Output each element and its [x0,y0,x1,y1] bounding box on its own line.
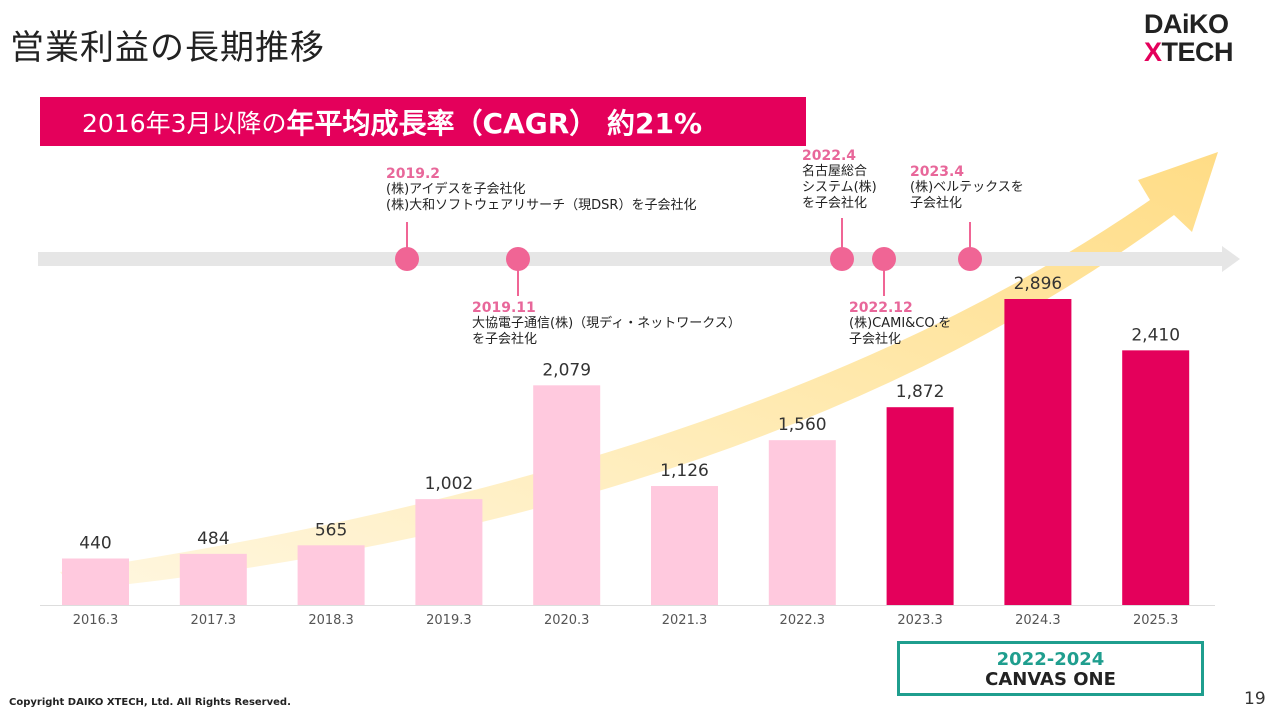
event-description: 大協電子通信(株)（現ディ・ネットワークス） [472,316,741,331]
event-date: 2019.2 [386,166,441,182]
bar-value-label: 1,872 [896,382,945,402]
event-description: 名古屋総合 [802,164,868,179]
event-dot [872,247,896,271]
event-annotation: 2019.2 (株)アイデスを子会社化 (株)大和ソフトウェアリサーチ（現DSR）を… [386,166,696,214]
logo-text-tech: TECH [1161,37,1234,67]
event-description: を子会社化 [802,196,868,211]
timeline-arrowhead [1222,246,1240,272]
x-tick-label: 2023.3 [897,613,943,628]
x-tick-label: 2024.3 [1015,613,1061,628]
cagr-banner-emphasis: 年平均成長率（CAGR） 約21% [286,106,703,140]
bar-2024.3 [1004,299,1072,605]
event-description: (株)ベルテックスを [910,180,1024,195]
event-dot [830,247,854,271]
canvas-one-name: CANVAS ONE [985,669,1116,690]
event-description: を子会社化 [472,332,538,347]
bar-series: 440 2016.3 484 2017.3 565 2018.3 1,002 2019.3 2,… [62,274,1190,628]
bar-value-label: 565 [315,520,347,540]
x-tick-label: 2020.3 [544,613,590,628]
x-tick-label: 2016.3 [73,613,119,628]
event-description: システム(株) [802,180,877,195]
event-description: 子会社化 [849,332,902,347]
event-description: (株)大和ソフトウェアリサーチ（現DSR）を子会社化 [386,198,697,213]
x-tick-label: 2017.3 [191,613,237,628]
event-annotation: 2022.4 名古屋総合 システム(株) を子会社化 [802,148,877,212]
bar-value-label: 484 [197,529,229,549]
bar-2021.3 [651,486,718,605]
logo-text-iko: iKO [1182,9,1229,39]
bar-value-label: 2,079 [542,360,591,380]
x-tick-label: 2018.3 [308,613,354,628]
bar-value-label: 1,126 [660,461,709,481]
bar-value-label: 440 [79,534,111,554]
bar-2023.3 [886,407,954,605]
bar-2018.3 [297,545,365,605]
event-annotation: 2023.4 (株)ベルテックスを 子会社化 [910,164,1024,212]
event-dot [958,247,982,271]
event-date: 2022.4 [802,148,857,164]
logo-text-x: X [1144,37,1162,67]
bar-value-label: 1,560 [778,415,827,435]
bar-2019.3 [415,499,483,605]
event-annotation: 2019.11 大協電子通信(株)（現ディ・ネットワークス） を子会社化 [472,300,741,348]
event-description: (株)アイデスを子会社化 [386,182,526,197]
copyright-notice: Copyright DAIKO XTECH, Ltd. All Rights R… [9,697,291,708]
cagr-banner-prefix: 2016年3月以降の [82,108,287,138]
bar-2022.3 [768,440,836,605]
canvas-one-box: 2022-2024 CANVAS ONE [897,641,1204,696]
logo-text-da: DA [1144,9,1183,39]
event-description: 子会社化 [910,196,963,211]
company-logo: DAiKO XTECH [1144,10,1254,66]
event-date: 2019.11 [472,300,536,316]
canvas-one-period: 2022-2024 [996,649,1105,670]
event-description: (株)CAMI&CO.を [849,316,952,331]
event-markers [395,218,982,296]
timeline-line [38,252,1223,266]
page-number: 19 [1244,689,1266,709]
page-title: 営業利益の長期推移 [10,28,325,68]
event-date: 2023.4 [910,164,965,180]
x-tick-label: 2021.3 [662,613,708,628]
event-date: 2022.12 [849,300,913,316]
timeline [38,246,1240,272]
event-dot [395,247,419,271]
bar-2020.3 [533,385,601,605]
bar-2025.3 [1122,350,1190,605]
x-tick-label: 2019.3 [426,613,472,628]
event-dot [506,247,530,271]
event-annotation: 2022.12 (株)CAMI&CO.を 子会社化 [849,300,951,348]
bar-value-label: 2,410 [1131,325,1180,345]
x-tick-label: 2022.3 [780,613,826,628]
bar-value-label: 1,002 [425,474,474,494]
bar-value-label: 2,896 [1014,274,1063,294]
bar-2017.3 [179,553,247,605]
bar-2016.3 [62,558,129,605]
x-tick-label: 2025.3 [1133,613,1179,628]
cagr-banner: 2016年3月以降の 年平均成長率（CAGR） 約21% [40,97,806,146]
